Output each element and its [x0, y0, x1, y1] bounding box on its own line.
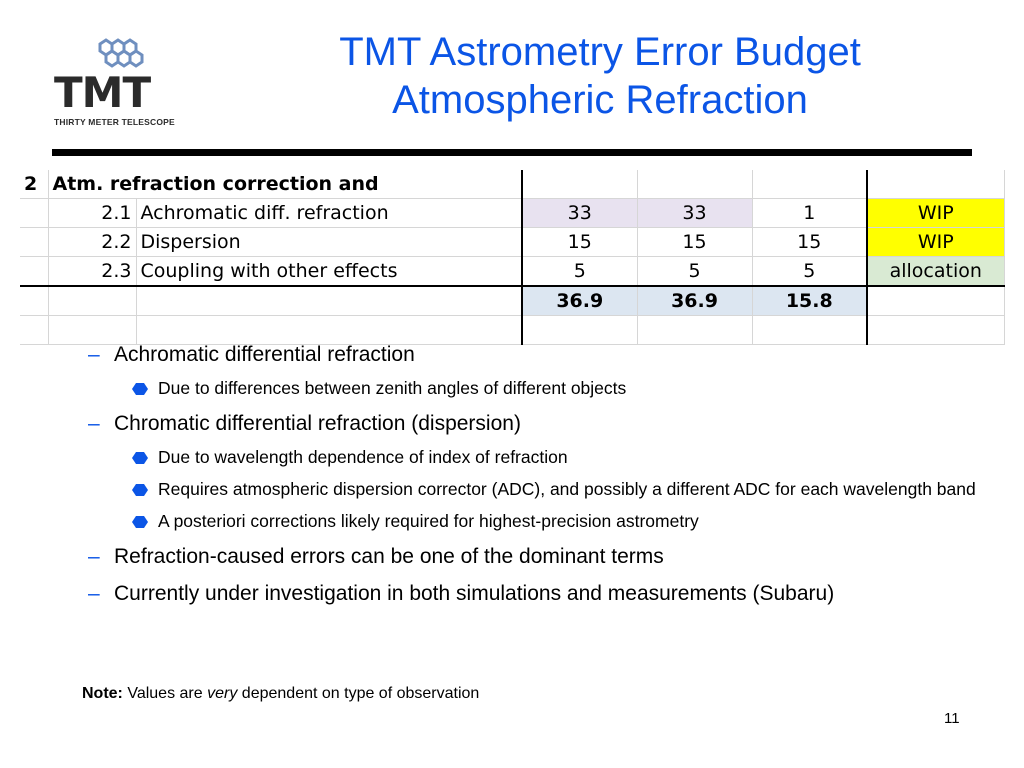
hexagon-mirror-icon: [98, 38, 144, 68]
footnote: Note: Values are very dependent on type …: [82, 685, 479, 703]
sub-bullet-item: Due to wavelength dependence of index of…: [132, 444, 1008, 470]
bullet-text: Achromatic differential refraction: [114, 343, 415, 366]
note-post: dependent on type of observation: [241, 685, 480, 702]
row-value-2: 15: [637, 227, 753, 257]
sub-bullet-item: A posteriori corrections likely required…: [132, 508, 1008, 534]
dash-bullet-icon: –: [88, 582, 100, 605]
bullet-list: – Achromatic differential refraction Due …: [88, 342, 1008, 618]
bullet-item: – Refraction-caused errors can be one of …: [88, 544, 1008, 570]
hexagon-bullet-icon: [132, 383, 148, 395]
bullet-text: Refraction-caused errors can be one of t…: [114, 545, 664, 568]
hexagon-bullet-icon: [132, 516, 148, 528]
dash-bullet-icon: –: [88, 343, 100, 366]
row-number: 2.2: [48, 227, 137, 257]
note-emphasis: very: [207, 685, 238, 702]
row-label: Coupling with other effects: [136, 256, 523, 287]
note-label: Note:: [82, 685, 123, 702]
row-value-3: 15: [752, 227, 869, 257]
tmt-logo: TMT THIRTY METER TELESCOPE: [52, 36, 192, 136]
sub-bullet-item: Due to differences between zenith angles…: [132, 375, 1008, 401]
error-budget-table: 2 Atm. refraction correction and 2.1 Ach…: [20, 170, 1005, 345]
sub-bullet-item: Requires atmospheric dispersion correcto…: [132, 476, 1008, 502]
empty-row: [20, 315, 1005, 345]
row-value-1: 33: [521, 198, 638, 228]
title-line-1: TMT Astrometry Error Budget: [339, 30, 861, 74]
total-value-1: 36.9: [521, 285, 638, 316]
table-row: 2.3 Coupling with other effects 5 5 5 al…: [20, 256, 1005, 287]
row-label: Achromatic diff. refraction: [136, 198, 523, 228]
totals-row: 36.9 36.9 15.8: [20, 285, 1005, 316]
section-label: Atm. refraction correction and: [48, 170, 523, 199]
title-line-2: Atmospheric Refraction: [392, 78, 808, 122]
sub-bullet-text: Due to wavelength dependence of index of…: [158, 447, 568, 467]
sub-bullet-text: Requires atmospheric dispersion correcto…: [158, 479, 976, 499]
sub-bullet-text: A posteriori corrections likely required…: [158, 511, 699, 531]
table-row: 2.1 Achromatic diff. refraction 33 33 1 …: [20, 198, 1005, 228]
row-number: 2.1: [48, 198, 137, 228]
status-badge: WIP: [867, 227, 1005, 257]
bullet-text: Chromatic differential refraction (dispe…: [114, 412, 521, 435]
bullet-item: – Chromatic differential refraction (disp…: [88, 411, 1008, 437]
title-rule: [52, 149, 972, 156]
row-value-3: 1: [752, 198, 869, 228]
table-row: 2.2 Dispersion 15 15 15 WIP: [20, 227, 1005, 257]
dash-bullet-icon: –: [88, 412, 100, 435]
status-badge: allocation: [867, 256, 1005, 287]
row-value-1: 15: [521, 227, 638, 257]
logo-subtitle: THIRTY METER TELESCOPE: [54, 117, 175, 127]
bullet-item: – Achromatic differential refraction: [88, 342, 1008, 368]
logo-brand: TMT: [54, 68, 151, 117]
row-value-3: 5: [752, 256, 869, 287]
sub-bullet-text: Due to differences between zenith angles…: [158, 378, 627, 398]
dash-bullet-icon: –: [88, 545, 100, 568]
note-pre: Values are: [127, 685, 203, 702]
slide-title: TMT Astrometry Error Budget Atmospheric …: [230, 28, 970, 124]
section-number: 2: [20, 170, 49, 199]
total-value-3: 15.8: [752, 285, 869, 316]
row-value-1: 5: [521, 256, 638, 287]
bullet-text: Currently under investigation in both si…: [114, 582, 835, 605]
hexagon-bullet-icon: [132, 452, 148, 464]
bullet-item: – Currently under investigation in both s…: [88, 581, 1008, 607]
page-number: 11: [944, 710, 960, 727]
table-header-row: 2 Atm. refraction correction and: [20, 170, 1005, 199]
hexagon-bullet-icon: [132, 484, 148, 496]
total-value-2: 36.9: [637, 285, 753, 316]
row-label: Dispersion: [136, 227, 523, 257]
row-number: 2.3: [48, 256, 137, 287]
row-value-2: 33: [637, 198, 753, 228]
row-value-2: 5: [637, 256, 753, 287]
status-badge: WIP: [867, 198, 1005, 228]
